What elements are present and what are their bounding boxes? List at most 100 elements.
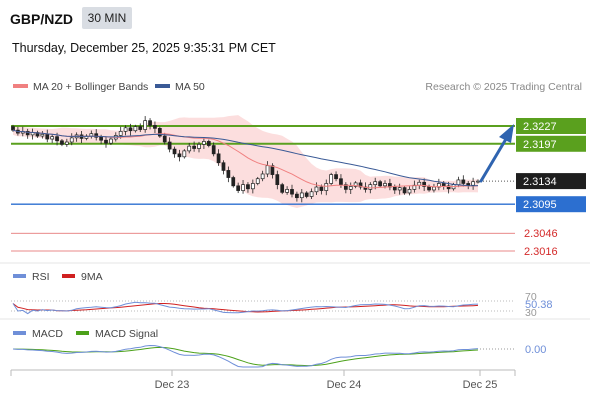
- candle-body: [373, 181, 378, 185]
- candle-body: [192, 145, 196, 149]
- main-legend: MA 20 + Bollinger Bands MA 50 Research ©…: [13, 81, 582, 93]
- candle-body: [162, 135, 167, 143]
- candle-body: [270, 165, 275, 175]
- support-tag: [516, 196, 586, 213]
- legend-label-bollinger: MA 20 + Bollinger Bands: [33, 81, 148, 93]
- rsi-tick-70: 70: [525, 291, 537, 303]
- candle-body: [221, 162, 226, 171]
- chart-datetime: Thursday, December 25, 2025 9:35:31 PM C…: [12, 41, 276, 55]
- candle-body: [202, 141, 206, 145]
- time-tick-dec25: Dec 25: [463, 379, 498, 391]
- candle-body: [392, 186, 397, 191]
- resistance-tag: [516, 135, 586, 152]
- candle-body: [417, 181, 422, 186]
- candle-body: [353, 182, 358, 187]
- bollinger-bands: [13, 115, 478, 208]
- candle-body: [329, 174, 334, 184]
- candle-body: [368, 184, 373, 190]
- candle-body: [260, 173, 265, 180]
- legend-label-rsi: RSI: [32, 271, 50, 283]
- macd-line: [12, 344, 479, 368]
- candle-body: [99, 136, 103, 141]
- candle-body: [153, 125, 157, 129]
- candle-body: [285, 189, 289, 193]
- candle-body: [246, 184, 250, 190]
- macd-signal-line: [12, 346, 479, 367]
- candle-body: [172, 148, 177, 155]
- candle-body: [60, 140, 64, 145]
- macd-legend: MACD MACD Signal: [13, 328, 158, 340]
- forecast-arrow: [479, 124, 514, 183]
- forecast-arrow-head: [499, 124, 514, 143]
- legend-swatch-rsi: [13, 274, 26, 278]
- legend-swatch-bollinger: [13, 84, 28, 88]
- legend-swatch-ma50: [155, 84, 170, 88]
- candlesticks: [11, 116, 480, 203]
- forecast-arrow-line: [479, 137, 508, 183]
- legend-swatch-macd: [13, 331, 26, 335]
- candle-body: [432, 186, 436, 191]
- candle-body: [456, 179, 461, 185]
- macd-current-value: 0.00: [525, 344, 546, 356]
- candle-body: [197, 144, 201, 149]
- candle-body: [109, 138, 113, 144]
- candle-body: [319, 186, 324, 191]
- time-tick-dec24: Dec 24: [327, 379, 362, 391]
- candle-body: [211, 145, 216, 155]
- candle-body: [275, 174, 280, 185]
- candle-body: [138, 126, 143, 130]
- candle-body: [324, 183, 329, 191]
- candle-body: [348, 186, 353, 190]
- candle-body: [304, 192, 309, 197]
- support-value: 2.3046: [524, 228, 558, 240]
- candle-body: [397, 187, 402, 191]
- research-credit: Research © 2025 Trading Central: [425, 81, 582, 93]
- candle-body: [343, 184, 348, 190]
- candle-body: [143, 120, 148, 130]
- time-axis: Dec 23 Dec 24 Dec 25: [10, 369, 516, 391]
- bollinger-band-fill: [13, 115, 478, 208]
- rsi-line: [12, 301, 479, 315]
- candle-body: [383, 183, 387, 187]
- candle-body: [104, 139, 108, 144]
- candle-body: [339, 178, 343, 185]
- timeframe-button[interactable]: 30 MIN: [82, 7, 132, 29]
- candle-body: [177, 153, 182, 158]
- candle-body: [476, 180, 480, 183]
- last-price-tag: [516, 173, 586, 190]
- candle-body: [236, 185, 241, 191]
- candle-body: [69, 137, 74, 143]
- candle-body: [55, 136, 59, 142]
- candle-body: [250, 183, 255, 190]
- candle-body: [64, 141, 69, 145]
- legend-label-9ma: 9MA: [81, 271, 103, 283]
- candle-body: [157, 128, 162, 137]
- candle-body: [441, 183, 446, 187]
- price-level-labels: 2.3227 2.3197 2.3134 2.3095 2.3046 2.3016: [516, 118, 586, 258]
- candle-body: [265, 165, 270, 175]
- candle-body: [40, 133, 45, 137]
- support-value: 2.3095: [523, 199, 557, 211]
- candle-body: [422, 181, 427, 187]
- candle-body: [334, 174, 338, 180]
- rsi-legend: RSI 9MA: [13, 271, 103, 283]
- candle-body: [378, 181, 382, 187]
- candle-body: [182, 150, 187, 158]
- time-tick-dec23: Dec 23: [155, 379, 190, 391]
- rsi-current-value: 50.38: [525, 299, 553, 311]
- price-levels: [11, 125, 515, 252]
- candle-body: [128, 127, 133, 132]
- moving-averages: [12, 129, 479, 189]
- candle-body: [45, 133, 50, 140]
- rsi-tick-30: 30: [525, 307, 537, 319]
- candle-body: [407, 189, 412, 194]
- candle-body: [358, 182, 363, 188]
- resistance-value: 2.3197: [523, 139, 557, 151]
- candle-body: [226, 170, 231, 178]
- candle-body: [206, 141, 211, 146]
- chart-header: GBP/NZD 30 MIN: [0, 0, 590, 34]
- candle-body: [94, 133, 99, 138]
- candle-body: [290, 189, 294, 195]
- resistance-value: 2.3227: [523, 121, 557, 133]
- candle-body: [118, 130, 123, 136]
